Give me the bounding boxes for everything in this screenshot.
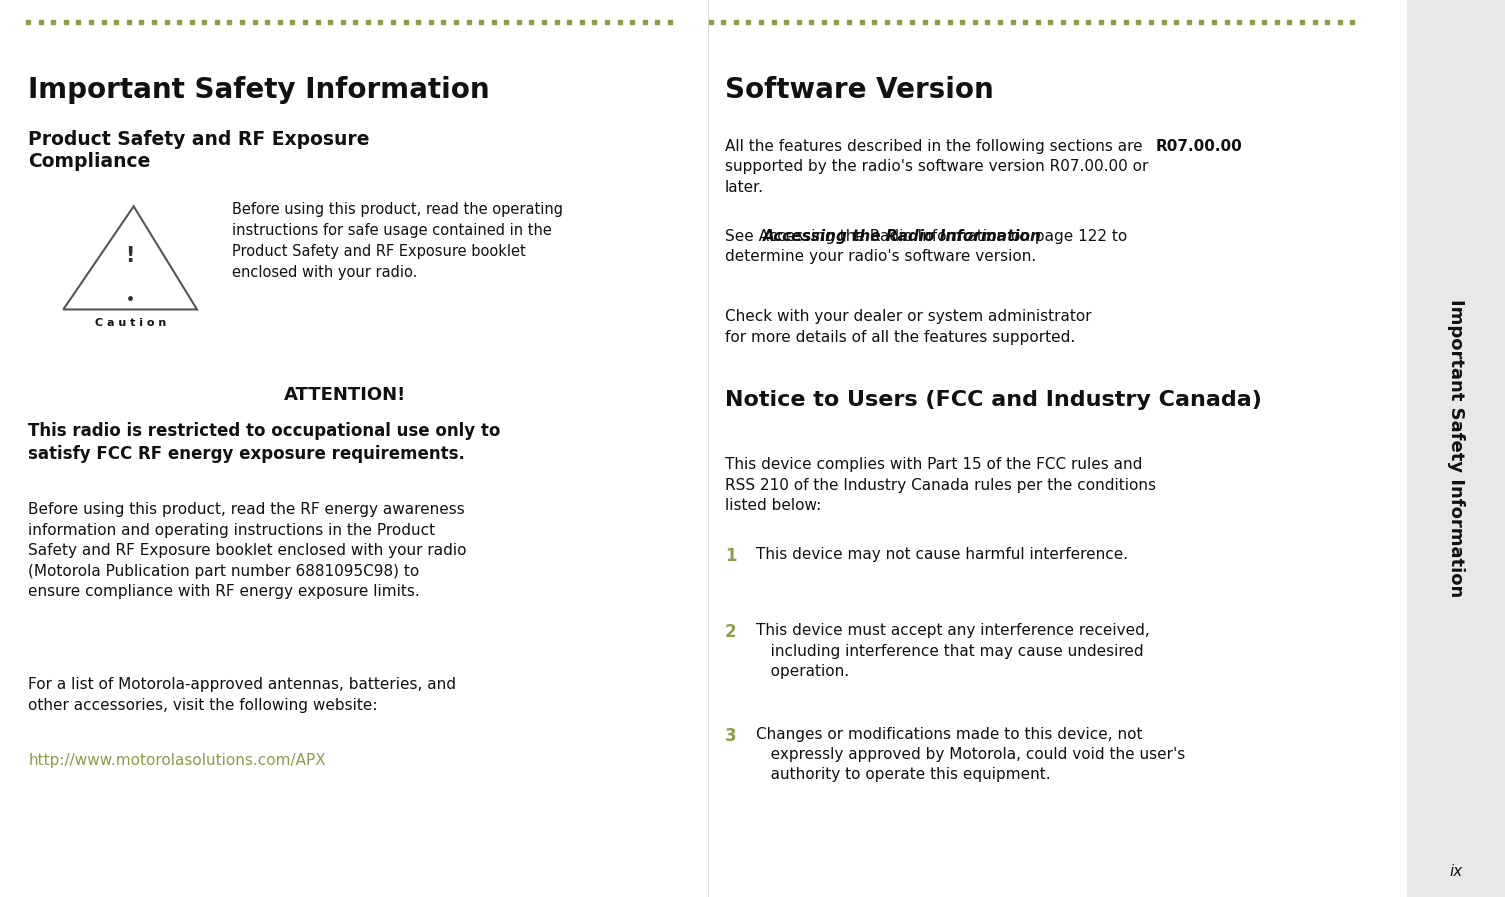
Text: Product Safety and RF Exposure
Compliance: Product Safety and RF Exposure Complianc… [29,130,370,171]
Text: 2: 2 [725,623,736,641]
Text: This device may not cause harmful interference.: This device may not cause harmful interf… [756,547,1127,562]
Text: This device complies with Part 15 of the FCC rules and
RSS 210 of the Industry C: This device complies with Part 15 of the… [725,457,1156,513]
Text: ix: ix [1449,864,1463,879]
Text: Important Safety Information: Important Safety Information [1448,300,1464,597]
Text: This device must accept any interference received,
   including interference tha: This device must accept any interference… [756,623,1150,679]
Text: C a u t i o n: C a u t i o n [95,318,166,328]
Text: All the features described in the following sections are
supported by the radio': All the features described in the follow… [725,139,1148,195]
Text: Notice to Users (FCC and Industry Canada): Notice to Users (FCC and Industry Canada… [725,390,1261,410]
Text: Accessing the Radio Information: Accessing the Radio Information [763,229,1041,244]
Text: http://www.motorolasolutions.com/APX: http://www.motorolasolutions.com/APX [29,753,327,769]
Text: This radio is restricted to occupational use only to
satisfy FCC RF energy expos: This radio is restricted to occupational… [29,422,501,463]
Text: ATTENTION!: ATTENTION! [283,386,406,404]
Text: Software Version: Software Version [725,76,993,104]
Text: Changes or modifications made to this device, not
   expressly approved by Motor: Changes or modifications made to this de… [756,727,1184,782]
Text: R07.00.00: R07.00.00 [1156,139,1242,154]
Text: Before using this product, read the operating
instructions for safe usage contai: Before using this product, read the oper… [232,202,563,280]
Text: 1: 1 [725,547,736,565]
Text: !: ! [125,246,135,266]
Text: 3: 3 [725,727,736,745]
Text: Before using this product, read the RF energy awareness
information and operatin: Before using this product, read the RF e… [29,502,467,599]
Polygon shape [63,206,197,309]
Text: Important Safety Information: Important Safety Information [29,76,489,104]
Text: Check with your dealer or system administrator
for more details of all the featu: Check with your dealer or system adminis… [725,309,1091,344]
Text: See Accessing the Radio Information on page 122 to
determine your radio's softwa: See Accessing the Radio Information on p… [725,229,1127,264]
Text: For a list of Motorola-approved antennas, batteries, and
other accessories, visi: For a list of Motorola-approved antennas… [29,677,456,712]
